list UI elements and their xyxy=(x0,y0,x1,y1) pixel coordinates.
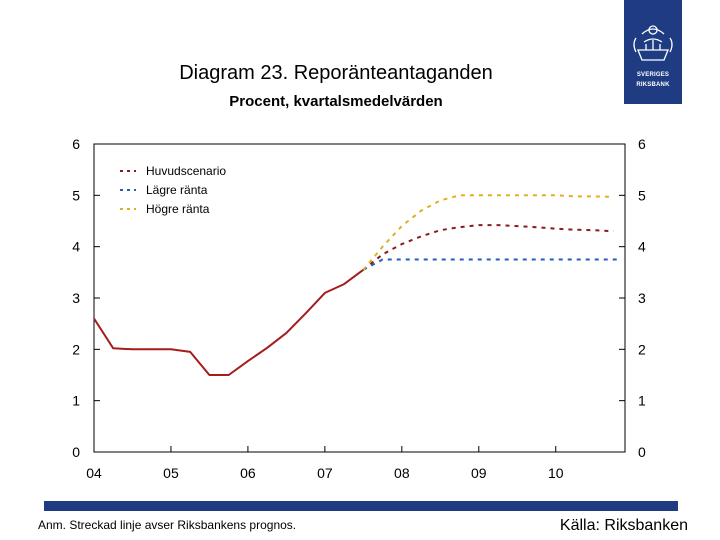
y-tick-label-right: 4 xyxy=(638,239,646,255)
y-tick-label-right: 0 xyxy=(638,444,646,460)
x-tick-label: 10 xyxy=(548,465,564,481)
series-line-outcome xyxy=(93,268,364,376)
x-tick-label: 05 xyxy=(163,465,179,481)
y-tick-label-left: 2 xyxy=(72,341,80,357)
source-label: Källa: Riksbanken xyxy=(559,517,688,534)
series-line-lower xyxy=(362,258,618,271)
y-tick-label-left: 0 xyxy=(72,444,80,460)
x-tick-label: 08 xyxy=(394,465,410,481)
y-tick-label-right: 6 xyxy=(638,136,646,152)
legend-label: Högre ränta xyxy=(146,202,210,216)
y-tick-label-right: 1 xyxy=(638,393,646,409)
y-tick-label-right: 3 xyxy=(638,290,646,306)
y-tick-label-left: 6 xyxy=(72,136,80,152)
series-line-main xyxy=(362,224,614,271)
footnote: Anm. Streckad linje avser Riksbankens pr… xyxy=(38,518,297,532)
series-line-higher xyxy=(362,194,614,271)
crown-emblem-icon xyxy=(633,25,673,61)
logo-text-riksbank: RIKSBANK xyxy=(636,82,670,88)
y-tick-label-right: 2 xyxy=(638,341,646,357)
logo-text-sveriges: SVERIGES xyxy=(636,72,670,78)
chart-title: Diagram 23. Reporänteantaganden xyxy=(179,62,493,84)
y-tick-label-left: 3 xyxy=(72,290,80,306)
x-tick-label: 09 xyxy=(471,465,487,481)
x-tick-label: 07 xyxy=(317,465,333,481)
x-tick-label: 04 xyxy=(86,465,102,481)
chart-subtitle: Procent, kvartalsmedelvärden xyxy=(229,93,443,110)
y-tick-label-left: 4 xyxy=(72,239,80,255)
bottom-bar xyxy=(44,501,678,511)
line-chart: 0 0 1 1 2 2 3 3 4 4 5 5 6 6 04 05 06 07 08 09 10 Huvudscenari… xyxy=(72,136,646,481)
riksbank-logo: SVERIGES RIKSBANK xyxy=(624,0,682,104)
x-tick-label: 06 xyxy=(240,465,256,481)
y-tick-label-left: 1 xyxy=(72,393,80,409)
legend-label: Lägre ränta xyxy=(146,183,208,197)
legend-label: Huvudscenario xyxy=(146,164,226,178)
y-tick-label-right: 5 xyxy=(638,187,646,203)
y-tick-label-left: 5 xyxy=(72,187,80,203)
